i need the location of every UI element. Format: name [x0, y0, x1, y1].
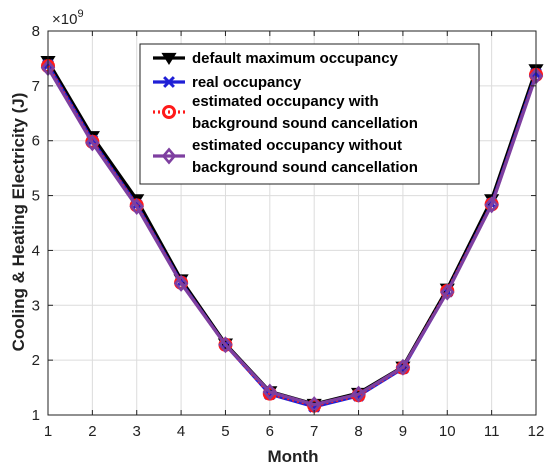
y-tick-label: 8: [32, 23, 40, 40]
data-point: [440, 283, 455, 301]
legend-label: real occupancy: [192, 74, 302, 91]
y-tick-label: 7: [32, 78, 40, 95]
x-tick-label: 11: [484, 423, 500, 440]
plot-frame: [47, 30, 537, 416]
y-tick-label: 1: [32, 407, 40, 424]
legend-label: estimated occupancy without: [192, 137, 402, 154]
legend-label: default maximum occupancy: [192, 50, 399, 67]
x-tick-label: 2: [88, 423, 96, 440]
x-tick-label: 9: [399, 423, 407, 440]
x-tick-label: 1: [44, 423, 52, 440]
data-point: [218, 336, 233, 354]
data-point: [395, 358, 411, 376]
x-tick-label: 10: [439, 423, 456, 440]
legend-label: background sound cancellation: [192, 115, 418, 132]
legend: default maximum occupancy real occupancy e…: [139, 43, 480, 185]
legend-label: estimated occupancy with: [192, 93, 379, 110]
data-point: [129, 198, 144, 216]
data-point: [262, 383, 278, 401]
legend-marker: [161, 147, 177, 165]
y-tick-label: 4: [32, 242, 40, 259]
legend-entry-3: estimated occupancy with background sound…: [153, 93, 418, 132]
legend-marker: [163, 76, 175, 88]
x-tick-label: 4: [177, 423, 185, 440]
data-point: [85, 134, 100, 152]
x-tick-label: 3: [133, 423, 141, 440]
legend-label: background sound cancellation: [192, 159, 418, 176]
series-group: [40, 56, 544, 414]
legend-marker: [161, 104, 177, 120]
y-multiplier-label: ×109: [52, 8, 84, 28]
data-point: [351, 385, 366, 403]
legend-entry-2: real occupancy: [153, 74, 302, 91]
y-multiplier-exponent: 9: [77, 8, 83, 20]
legend-entry-1: default maximum occupancy: [153, 50, 399, 67]
x-axis-label: Month: [268, 447, 319, 466]
legend-box: [139, 43, 480, 185]
legend-entry-4: estimated occupancy without background so…: [153, 137, 418, 176]
data-point: [484, 196, 499, 214]
y-tick-label: 6: [32, 133, 40, 150]
x-tick-label: 5: [221, 423, 229, 440]
x-tick-label: 6: [266, 423, 274, 440]
x-tick-label: 7: [310, 423, 318, 440]
y-axis-label: Cooling & Heating Electricity (J): [9, 93, 28, 352]
y-tick-label: 2: [32, 352, 40, 369]
data-point: [173, 274, 189, 292]
legend-marker: [161, 52, 177, 65]
y-tick-label: 5: [32, 188, 40, 205]
series-line: [46, 66, 538, 407]
y-tick-label: 3: [32, 297, 40, 314]
x-tick-label: 12: [528, 423, 545, 440]
series-4: [40, 59, 544, 414]
x-tick-label: 8: [354, 423, 362, 440]
